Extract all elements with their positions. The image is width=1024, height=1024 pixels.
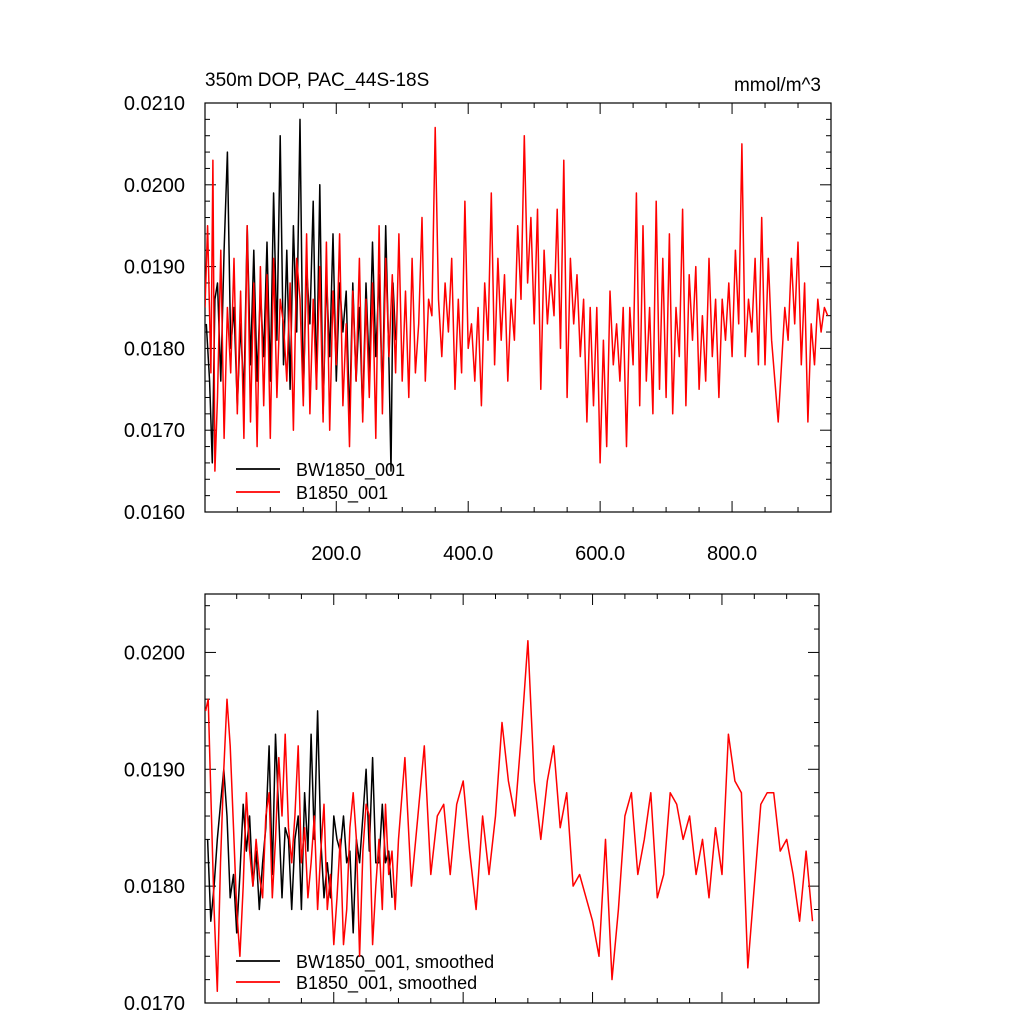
y-tick-label: 0.0180	[124, 876, 185, 898]
x-tick-label: 800.0	[707, 543, 757, 565]
legend-label-0: BW1850_001	[296, 460, 405, 481]
y-tick-label: 0.0200	[124, 175, 185, 197]
y-tick-label: 0.0190	[124, 257, 185, 279]
chart-title: 350m DOP, PAC_44S-18S	[205, 70, 429, 91]
plot-frame	[204, 593, 820, 1004]
legend-label-1: B1850_001, smoothed	[296, 973, 477, 994]
series-line-0	[206, 710, 393, 934]
panel-top: 0.0160 0.0170 0.0180 0.0190 0.0200 0.0210 200.…	[124, 70, 832, 565]
legend-label-1: B1850_001	[296, 483, 388, 504]
y-tick-label: 0.0210	[124, 93, 185, 115]
y-tick-label: 0.0160	[124, 502, 185, 524]
x-tick-label: 200.0	[311, 543, 361, 565]
units-label: mmol/m^3	[734, 75, 821, 96]
x-tick-label: 400.0	[443, 543, 493, 565]
panel-bottom: 0.0170 0.0180 0.0190 0.0200 BW1850_001, smoo…	[124, 593, 820, 1015]
series-line-1	[205, 639, 814, 993]
y-tick-label: 0.0170	[124, 993, 185, 1015]
legend-label-0: BW1850_001, smoothed	[296, 952, 494, 973]
y-tick-label: 0.0170	[124, 420, 185, 442]
x-tick-label: 600.0	[575, 543, 625, 565]
y-tick-label: 0.0180	[124, 338, 185, 360]
y-tick-label: 0.0200	[124, 642, 185, 664]
y-tick-label: 0.0190	[124, 759, 185, 781]
series-line-1	[205, 126, 829, 472]
